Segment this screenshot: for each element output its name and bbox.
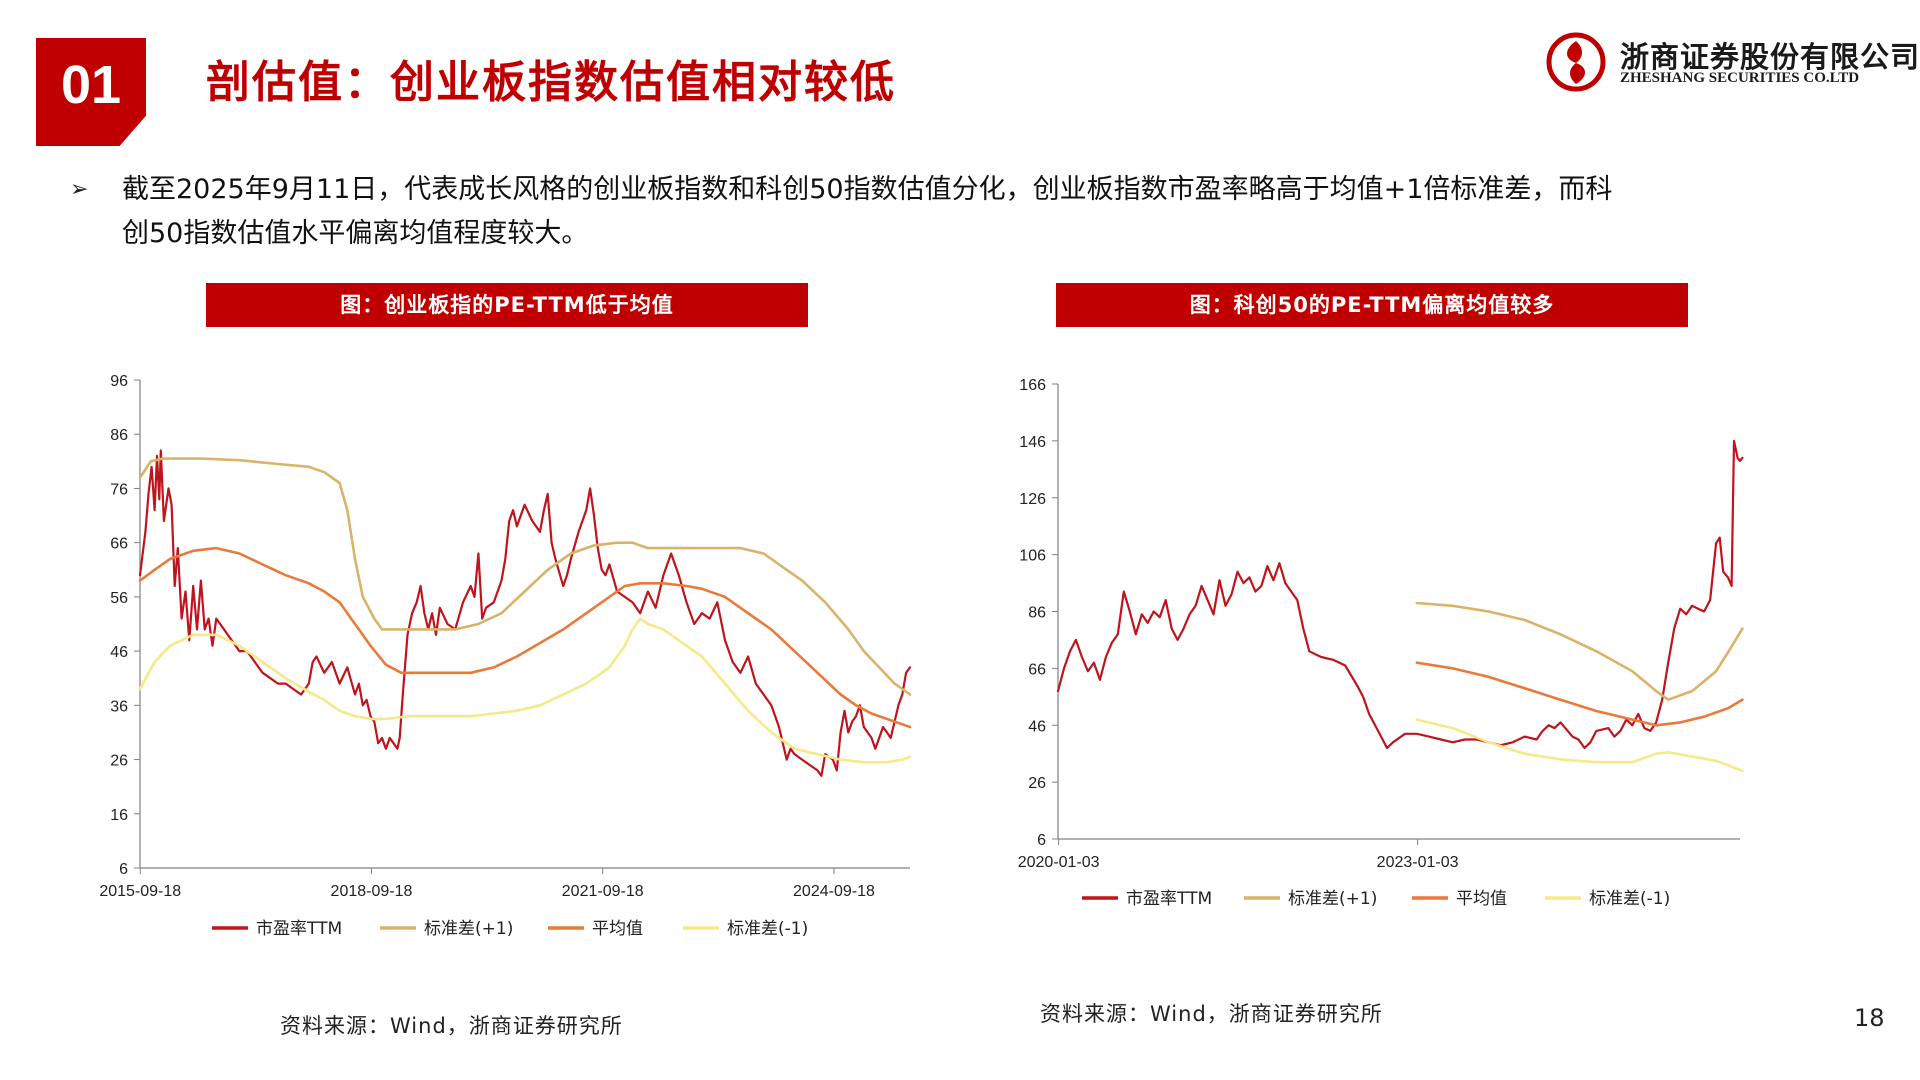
summary-bullet: ➢ 截至2025年9月11日，代表成长风格的创业板指数和科创50指数估值分化，创… [70,168,1870,256]
bullet-line-2: 创50指数估值水平偏离均值程度较大。 [122,218,589,249]
y-tick-label: 6 [1037,832,1046,849]
legend-label: 平均值 [592,919,643,939]
legend-label: 标准差(+1) [424,919,513,939]
chart-1: 6 16 26 36 46 56 66 76 86 96 2015-09-18 2018-09-18 2… [99,373,912,939]
y-tick-label: 166 [1019,377,1046,394]
x-tick-label: 2023-01-03 [1377,854,1459,871]
x-tick-label: 2015-09-18 [99,883,181,900]
legend-label: 标准差(-1) [1589,889,1670,909]
chart-2-title: 图：科创50的PE-TTM偏离均值较多 [1056,283,1688,327]
legend-label: 标准差(+1) [1288,889,1377,909]
logo-name-cn: 浙商证券股份有限公司 [1620,40,1920,74]
y-tick-label: 46 [1028,718,1046,735]
legend-label: 标准差(-1) [727,919,808,939]
y-tick-label: 146 [1019,434,1046,451]
y-tick-label: 126 [1019,491,1046,508]
y-tick-label: 86 [1028,605,1046,622]
series-line-2 [1415,601,1744,701]
y-tick-label: 96 [110,373,128,390]
legend-label: 市盈率TTM [1126,889,1212,909]
x-tick-label: 2021-09-18 [562,883,644,900]
section-number: 01 [60,55,122,115]
series-line-3 [1415,661,1744,727]
bullet-arrow-icon: ➢ [70,177,89,202]
page-number: 18 [1854,1004,1885,1032]
series-line-1 [138,449,912,777]
bullet-line-1: 截至2025年9月11日，代表成长风格的创业板指数和科创50指数估值分化，创业板… [122,174,1613,205]
y-tick-label: 66 [1028,661,1046,678]
y-tick-label: 56 [110,590,128,607]
source-note-left: 资料来源：Wind，浙商证券研究所 [280,1014,623,1038]
y-tick-label: 106 [1019,548,1046,565]
x-tick-label: 2020-01-03 [1018,854,1100,871]
series-line-3 [138,546,912,729]
y-tick-label: 46 [110,644,128,661]
series-line-2 [138,457,912,696]
series-line-4 [138,617,912,764]
y-tick-label: 26 [110,753,128,770]
chart-2: 6 26 46 66 86 106 126 146 166 2020-01-03 2023-01-0… [1018,377,1744,909]
series-line-1 [1056,439,1744,750]
y-tick-label: 16 [110,807,128,824]
logo-emblem-icon [1546,32,1606,92]
legend-label: 平均值 [1456,889,1507,909]
logo-name-en: ZHESHANG SECURITIES CO.LTD [1620,70,1860,86]
page-title: 剖估值：创业板指数估值相对较低 [206,57,896,108]
series-line-4 [1415,718,1744,773]
company-logo: 浙商证券股份有限公司 ZHESHANG SECURITIES CO.LTD [1546,32,1919,92]
y-tick-label: 66 [110,536,128,553]
source-note-right: 资料来源：Wind，浙商证券研究所 [1040,1002,1383,1026]
chart-1-title: 图：创业板指的PE-TTM低于均值 [206,283,808,327]
y-tick-label: 6 [119,861,128,878]
y-tick-label: 26 [1028,775,1046,792]
x-tick-label: 2018-09-18 [331,883,413,900]
x-tick-label: 2024-09-18 [793,883,875,900]
y-tick-label: 86 [110,427,128,444]
section-badge: 01 [36,38,146,146]
y-tick-label: 76 [110,481,128,498]
legend-label: 市盈率TTM [256,919,342,939]
y-tick-label: 36 [110,698,128,715]
